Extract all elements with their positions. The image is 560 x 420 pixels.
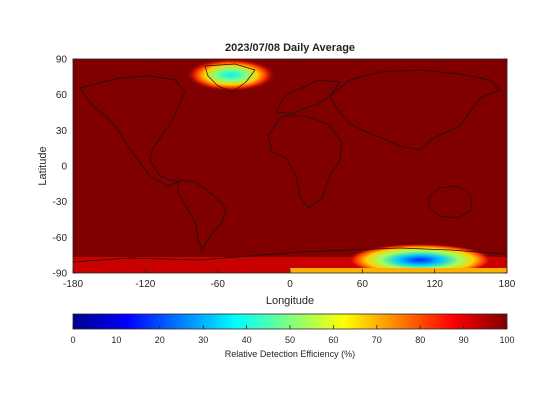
- x-tick-label: 60: [357, 279, 369, 290]
- y-tick-label: 90: [56, 55, 68, 66]
- asia-coast: [329, 69, 501, 151]
- antarctica-low-region: [348, 244, 492, 273]
- colorbar-tick-label: 80: [415, 335, 425, 345]
- x-tick-label: 120: [426, 279, 443, 290]
- plot-background: [73, 59, 507, 273]
- colorbar-tick-label: 50: [285, 335, 295, 345]
- colorbar-tick-label: 70: [372, 335, 382, 345]
- x-axis-label: Longitude: [266, 295, 314, 307]
- colorbar-tick-label: 20: [155, 335, 165, 345]
- antarctica-coast-band: [290, 268, 507, 273]
- y-tick-label: 30: [56, 126, 68, 137]
- colorbar-tick-label: 30: [198, 335, 208, 345]
- greenland-low-region: [187, 59, 275, 91]
- y-tick-label: -60: [53, 233, 68, 244]
- colorbar-tick-label: 100: [499, 335, 514, 345]
- coastlines: [72, 63, 508, 263]
- x-axis-ticks: -180 -120 -60 0 60 120 180: [63, 59, 516, 290]
- colorbar-tick-label: 90: [459, 335, 469, 345]
- y-axis-label: Latitude: [37, 146, 49, 185]
- y-axis-ticks: 90 60 30 0 -30 -60 -90: [53, 55, 507, 280]
- south-america-coast: [177, 179, 227, 251]
- colorbar-tick-label: 10: [111, 335, 121, 345]
- colorbar-ticks: 0 10 20 30 40 50 60 70 80 90 100: [70, 325, 515, 345]
- chart-title: 2023/07/08 Daily Average: [225, 42, 355, 54]
- x-tick-label: -120: [135, 279, 155, 290]
- x-tick-label: 180: [499, 279, 516, 290]
- x-tick-label: -60: [210, 279, 225, 290]
- colorbar-label: Relative Detection Efficiency (%): [225, 349, 355, 359]
- greenland-coast: [204, 63, 256, 93]
- y-tick-label: 0: [61, 162, 67, 173]
- x-tick-label: 0: [287, 279, 293, 290]
- colorbar-tick-label: 40: [242, 335, 252, 345]
- colorbar-tick-label: 60: [328, 335, 338, 345]
- africa-coast: [267, 115, 343, 209]
- colorbar-tick-label: 0: [70, 335, 75, 345]
- north-america-coast: [79, 75, 186, 187]
- europe-coast: [275, 79, 341, 115]
- x-tick-label: -180: [63, 279, 83, 290]
- y-tick-label: -90: [53, 269, 68, 280]
- antarctica-coast: [72, 247, 508, 263]
- y-tick-label: 60: [56, 90, 68, 101]
- australia-coast: [427, 185, 473, 219]
- y-tick-label: -30: [53, 197, 68, 208]
